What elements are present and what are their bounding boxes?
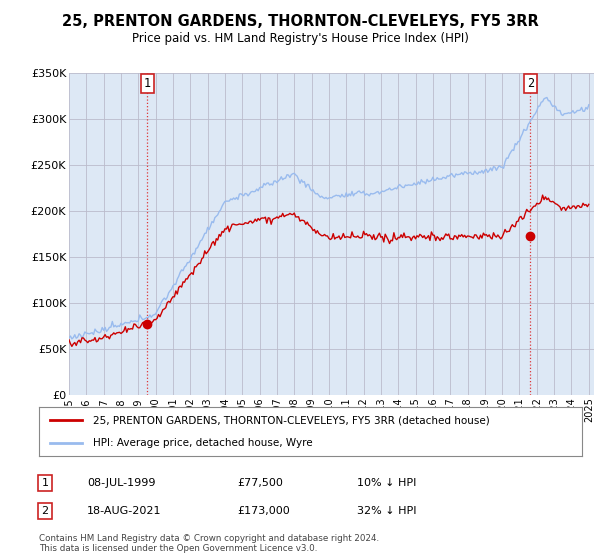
- Text: HPI: Average price, detached house, Wyre: HPI: Average price, detached house, Wyre: [94, 438, 313, 448]
- Text: 2: 2: [527, 77, 534, 90]
- Text: £77,500: £77,500: [237, 478, 283, 488]
- Text: 2: 2: [41, 506, 49, 516]
- Text: 25, PRENTON GARDENS, THORNTON-CLEVELEYS, FY5 3RR: 25, PRENTON GARDENS, THORNTON-CLEVELEYS,…: [62, 14, 538, 29]
- Text: 1: 1: [41, 478, 49, 488]
- Text: 1: 1: [144, 77, 151, 90]
- Text: £173,000: £173,000: [237, 506, 290, 516]
- Text: 08-JUL-1999: 08-JUL-1999: [87, 478, 155, 488]
- Text: 25, PRENTON GARDENS, THORNTON-CLEVELEYS, FY5 3RR (detached house): 25, PRENTON GARDENS, THORNTON-CLEVELEYS,…: [94, 416, 490, 426]
- Text: 32% ↓ HPI: 32% ↓ HPI: [357, 506, 416, 516]
- Text: 18-AUG-2021: 18-AUG-2021: [87, 506, 161, 516]
- Text: Price paid vs. HM Land Registry's House Price Index (HPI): Price paid vs. HM Land Registry's House …: [131, 32, 469, 45]
- Text: 10% ↓ HPI: 10% ↓ HPI: [357, 478, 416, 488]
- Text: Contains HM Land Registry data © Crown copyright and database right 2024.
This d: Contains HM Land Registry data © Crown c…: [39, 534, 379, 553]
